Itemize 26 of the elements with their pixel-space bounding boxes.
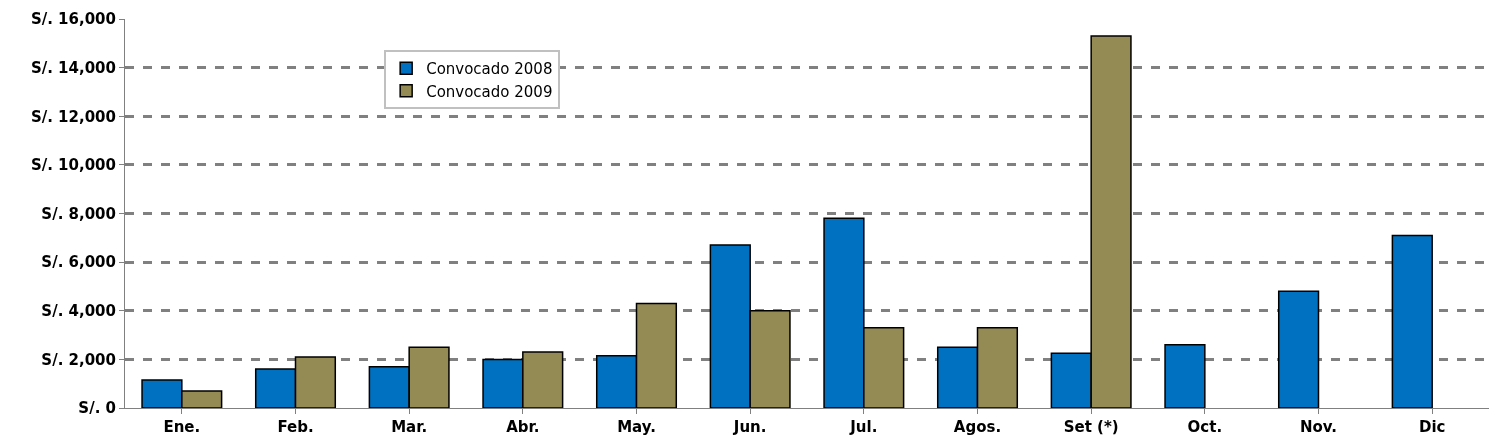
bar <box>1164 344 1206 408</box>
y-tick-label: S/. 16,000 <box>30 10 116 29</box>
x-tick-label: Set (*) <box>1063 418 1119 436</box>
x-tick-label: May. <box>617 418 656 436</box>
bar <box>1391 234 1433 408</box>
y-tick-label: S/. 8,000 <box>41 204 116 223</box>
bar <box>1277 290 1320 408</box>
x-tick-label: Jul. <box>849 418 878 436</box>
y-tick-label: S/. 14,000 <box>30 58 116 77</box>
x-tick-label: Agos. <box>953 418 1002 436</box>
y-tick-label: S/. 10,000 <box>30 156 116 175</box>
x-tick-label: Feb. <box>277 418 314 436</box>
x-tick-label: Abr. <box>506 418 540 436</box>
x-tick-label: Dic <box>1418 418 1446 436</box>
legend-label: Convocado 2009 <box>426 82 553 101</box>
x-tick-label: Nov. <box>1299 418 1338 436</box>
x-tick-label: Mar. <box>391 418 428 436</box>
legend-label: Convocado 2008 <box>426 60 553 79</box>
y-tick-label: S/. 6,000 <box>41 253 116 272</box>
x-tick-label: Ene. <box>163 418 201 436</box>
x-tick-label: Jun. <box>732 418 767 436</box>
x-tick-label: Oct. <box>1187 418 1223 436</box>
y-tick-label: S/. 12,000 <box>30 107 116 126</box>
y-tick-label: S/. 4,000 <box>41 302 116 320</box>
y-tick-label: S/. 2,000 <box>41 350 116 369</box>
y-tick-label: S/. 0 <box>78 399 116 418</box>
